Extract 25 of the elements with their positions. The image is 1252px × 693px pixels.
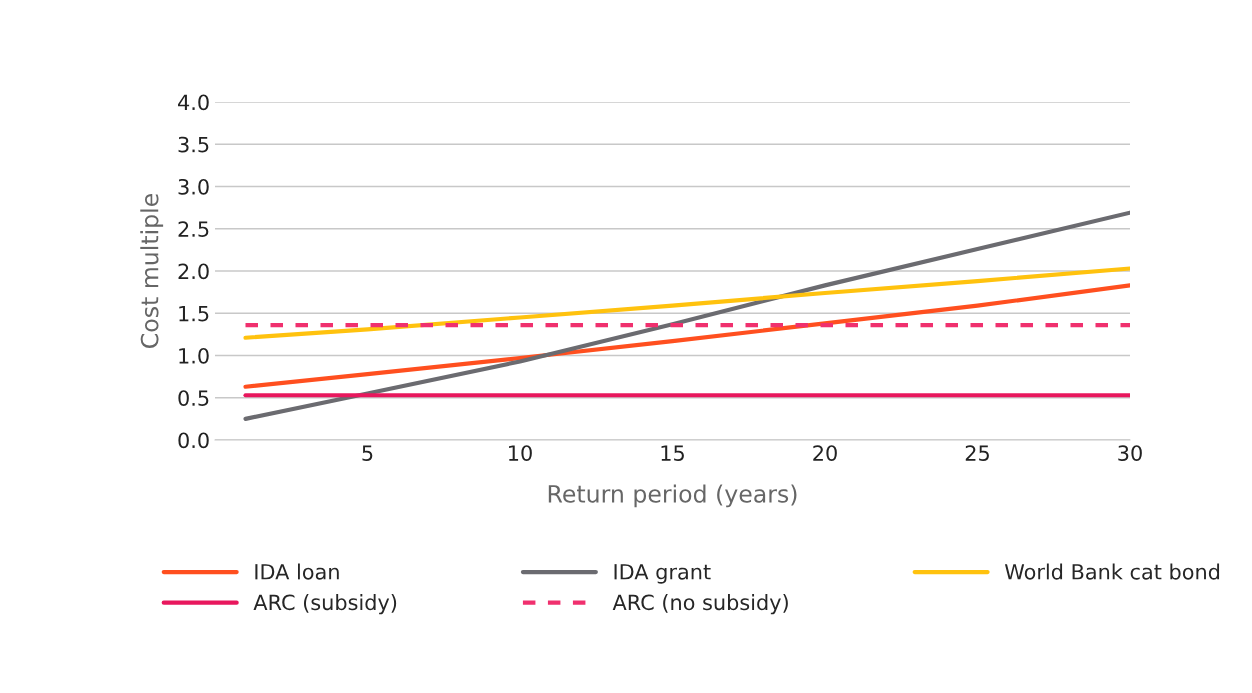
line-series	[243, 266, 1130, 340]
x-tick-label: 20	[813, 445, 837, 461]
line-series	[243, 210, 1130, 421]
x-tick-label: 10	[509, 445, 532, 461]
y-tick-label: 4.0	[178, 94, 209, 111]
legend-label: IDA grant	[614, 564, 711, 584]
x-tick-label: 25	[965, 445, 989, 461]
x-tick-label: 5	[362, 445, 373, 461]
legend-label: ARC (subsidy)	[253, 594, 397, 615]
y-tick-label: 2.0	[178, 263, 209, 280]
legend-label: World Bank cat bond	[1004, 563, 1220, 580]
y-tick-label: 1.0	[179, 347, 209, 364]
y-tick-label: 3.5	[178, 136, 209, 153]
legend-label: ARC (no subsidy)	[612, 594, 788, 615]
line-series	[243, 283, 1130, 389]
y-tick-label: 0.5	[178, 390, 209, 406]
x-tick-label: 15	[661, 445, 684, 461]
y-tick-label: 2.5	[178, 221, 209, 237]
legend-label: IDA loan	[255, 563, 339, 580]
y-tick-label: 0.0	[178, 432, 209, 449]
y-tick-label: 3.0	[178, 178, 209, 195]
y-tick-label: 1.5	[179, 305, 209, 322]
y-axis-title: Cost multiple	[140, 194, 164, 348]
x-tick-label: 30	[1118, 445, 1142, 461]
x-axis-title: Return period (years)	[548, 484, 797, 508]
